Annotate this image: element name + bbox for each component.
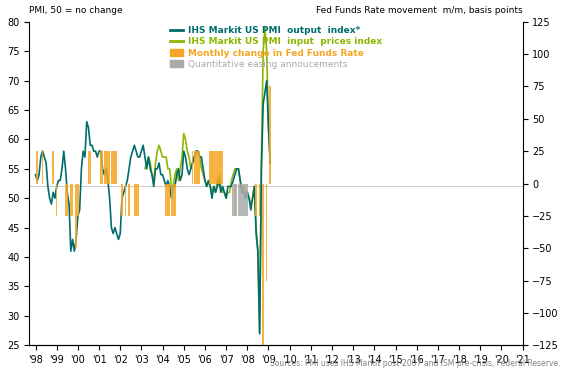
Bar: [239, 183, 241, 216]
Bar: [222, 151, 224, 183]
Bar: [215, 151, 216, 183]
Bar: [263, 183, 264, 345]
Bar: [88, 151, 89, 183]
Legend: IHS Markit US PMI  output  index*, IHS Markit US PMI  input  prices index, Month: IHS Markit US PMI output index*, IHS Mar…: [170, 26, 382, 69]
Bar: [194, 151, 195, 183]
Bar: [114, 151, 115, 183]
Bar: [42, 151, 44, 183]
Bar: [102, 151, 104, 183]
Bar: [266, 183, 268, 280]
Bar: [66, 183, 68, 216]
Bar: [116, 151, 118, 183]
Bar: [234, 183, 235, 216]
Bar: [134, 183, 135, 216]
Bar: [113, 151, 114, 183]
Bar: [195, 151, 197, 183]
Bar: [137, 183, 139, 216]
Bar: [125, 183, 126, 216]
Bar: [169, 183, 170, 216]
Bar: [100, 151, 102, 183]
Bar: [243, 183, 245, 216]
Bar: [255, 183, 257, 216]
Bar: [170, 183, 172, 216]
Bar: [269, 86, 271, 183]
Bar: [234, 183, 235, 216]
Bar: [165, 183, 167, 216]
Bar: [209, 151, 211, 183]
Bar: [192, 151, 194, 183]
Bar: [53, 151, 54, 183]
Bar: [105, 151, 107, 183]
Bar: [216, 151, 218, 183]
Bar: [75, 183, 77, 248]
Bar: [238, 183, 239, 216]
Bar: [135, 183, 137, 216]
Bar: [233, 183, 234, 216]
Bar: [65, 183, 66, 216]
Bar: [218, 151, 220, 183]
Bar: [104, 151, 105, 183]
Bar: [241, 183, 243, 216]
Text: PMI, 50 = no change: PMI, 50 = no change: [29, 6, 123, 15]
Bar: [107, 151, 109, 183]
Bar: [36, 151, 38, 183]
Bar: [70, 183, 72, 216]
Bar: [72, 183, 74, 216]
Bar: [246, 183, 248, 216]
Bar: [110, 151, 112, 183]
Bar: [121, 183, 123, 216]
Bar: [220, 151, 222, 183]
Bar: [109, 151, 110, 183]
Bar: [173, 183, 174, 216]
Bar: [245, 183, 246, 216]
Bar: [236, 183, 238, 216]
Text: Fed Funds Rate movement  m/m, basis points: Fed Funds Rate movement m/m, basis point…: [316, 6, 522, 15]
Bar: [174, 183, 175, 216]
Bar: [199, 151, 200, 183]
Bar: [167, 183, 169, 216]
Text: Sources: PMI uses IHS Markit post-2007 and ISM pre-crisis, Federal Reserve.: Sources: PMI uses IHS Markit post-2007 a…: [270, 359, 560, 368]
Bar: [197, 151, 199, 183]
Bar: [259, 183, 260, 216]
Bar: [128, 183, 130, 216]
Bar: [211, 151, 213, 183]
Bar: [77, 183, 79, 216]
Bar: [213, 151, 215, 183]
Bar: [89, 151, 91, 183]
Bar: [56, 183, 58, 216]
